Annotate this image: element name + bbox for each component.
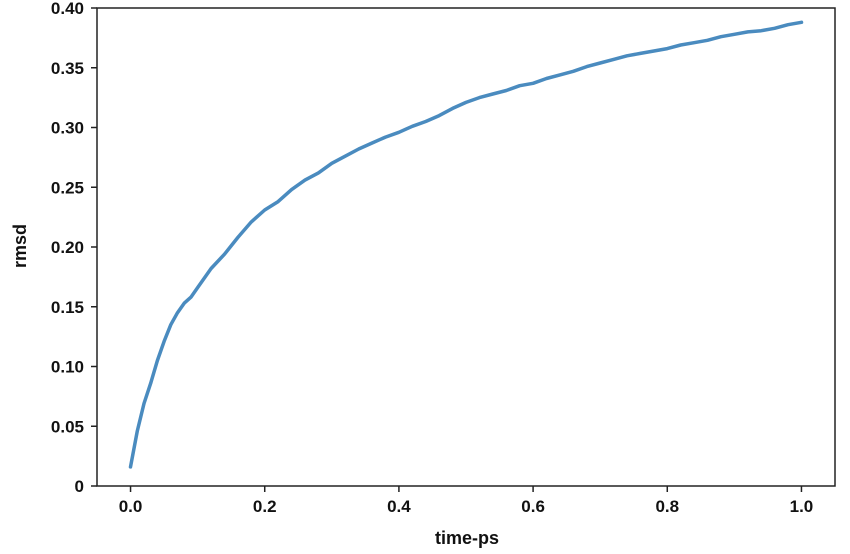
x-tick-label: 0.8 bbox=[655, 497, 679, 516]
y-tick-label: 0.05 bbox=[51, 417, 84, 436]
rmsd-series-line bbox=[128, 20, 804, 469]
y-tick-label: 0 bbox=[75, 477, 84, 496]
y-tick-label: 0.40 bbox=[51, 0, 84, 18]
plot-frame bbox=[96, 7, 836, 487]
x-tick-label: 0.2 bbox=[253, 497, 277, 516]
y-axis-title: rmsd bbox=[10, 224, 30, 268]
y-tick-label: 0.35 bbox=[51, 59, 84, 78]
x-tick-label: 0.4 bbox=[387, 497, 411, 516]
x-tick-label: 0.6 bbox=[521, 497, 545, 516]
y-tick-label: 0.10 bbox=[51, 358, 84, 377]
x-axis-title: time-ps bbox=[435, 528, 499, 548]
y-tick-label: 0.20 bbox=[51, 238, 84, 257]
x-tick-label: 1.0 bbox=[790, 497, 814, 516]
x-tick-label: 0.0 bbox=[119, 497, 143, 516]
y-tick-label: 0.25 bbox=[51, 178, 84, 197]
y-tick-label: 0.30 bbox=[51, 119, 84, 138]
y-tick-label: 0.15 bbox=[51, 298, 84, 317]
